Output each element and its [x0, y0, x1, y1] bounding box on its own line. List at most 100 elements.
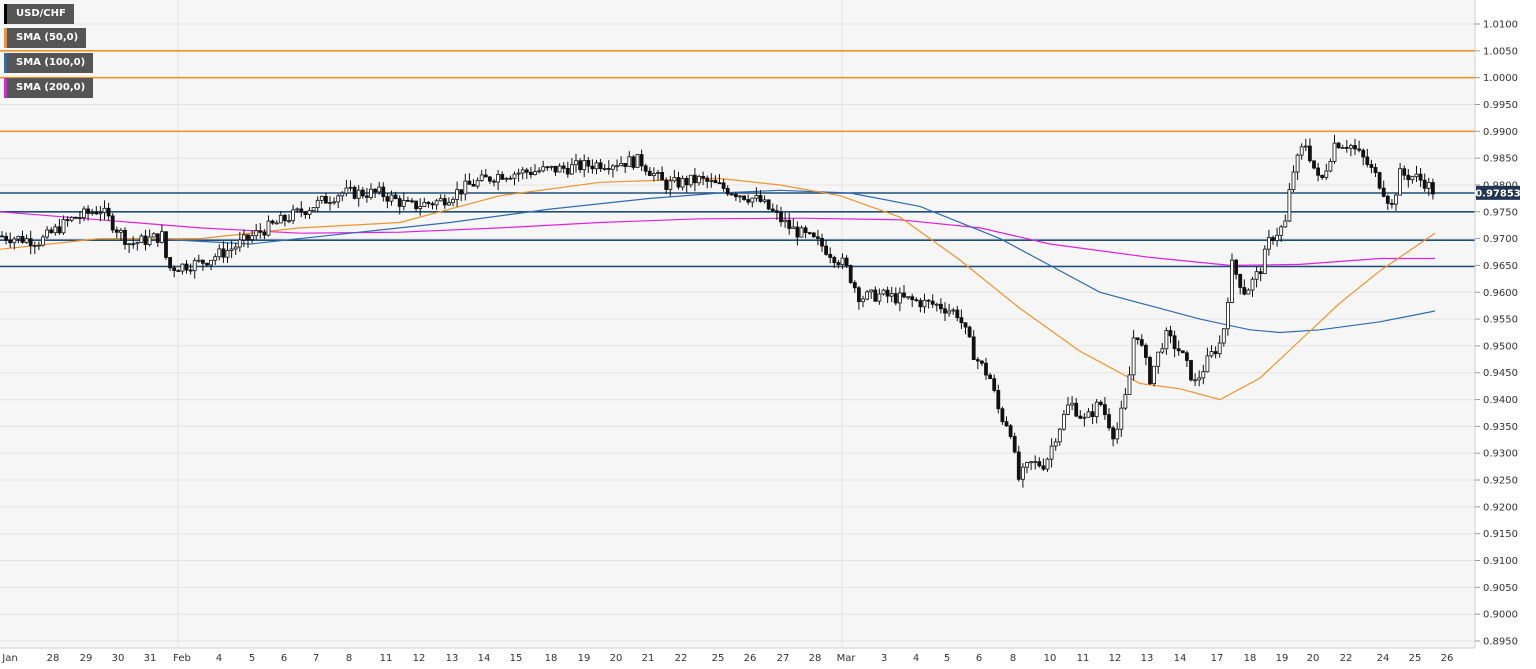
candle-up [1045, 458, 1050, 470]
legend-item-price[interactable]: USD/CHF [4, 4, 74, 24]
candle-up [627, 156, 632, 167]
x-tick-label: 8 [346, 653, 352, 664]
legend-item-sma50[interactable]: SMA (50,0) [4, 28, 87, 48]
candle-up [1275, 234, 1279, 241]
candle-down [729, 193, 734, 196]
candle-down [1189, 360, 1193, 381]
candle-up [947, 310, 951, 314]
candle-down [598, 162, 603, 170]
candle-up [434, 200, 439, 206]
candle-down [459, 189, 464, 195]
candle-up [922, 299, 927, 308]
candle-up [889, 293, 894, 297]
candle-up [340, 192, 345, 197]
candle-up [1217, 342, 1222, 355]
candle-up [906, 296, 910, 299]
candle-down [246, 234, 250, 240]
candle-down [1176, 348, 1181, 352]
candle-down [873, 289, 878, 302]
y-tick-label: 1.0000 [1483, 73, 1518, 84]
candle-up [1119, 407, 1124, 430]
y-tick-label: 0.9350 [1483, 422, 1518, 433]
candle-up [291, 209, 296, 222]
y-tick-label: 0.9000 [1483, 610, 1518, 621]
candle-up [1021, 466, 1025, 480]
x-tick-label: 11 [380, 653, 393, 664]
candle-down [586, 159, 591, 167]
candle-down [131, 243, 136, 246]
candle-down [1271, 237, 1275, 241]
candle-down [816, 236, 820, 239]
candle-down [787, 219, 792, 229]
candle-up [934, 303, 939, 306]
candle-up [254, 230, 259, 237]
candle-down [360, 189, 365, 197]
candle-up [750, 197, 755, 203]
candle-up [1123, 394, 1128, 409]
candle-up [24, 238, 29, 243]
y-tick-label: 0.9050 [1483, 583, 1518, 594]
legend-item-sma100[interactable]: SMA (100,0) [4, 53, 94, 73]
x-tick-label: 20 [610, 653, 623, 664]
candle-down [984, 362, 988, 376]
candle-down [1074, 402, 1079, 417]
candle-down [1234, 259, 1238, 275]
x-tick-label: 11 [1077, 653, 1090, 664]
candle-down [524, 169, 529, 173]
y-tick-label: 0.9750 [1483, 207, 1518, 218]
x-tick-label: 14 [478, 653, 491, 664]
candle-up [475, 180, 480, 187]
candle-down [393, 194, 398, 199]
x-tick-label: 10 [1044, 653, 1057, 664]
legend-item-sma200[interactable]: SMA (200,0) [4, 78, 94, 98]
candle-down [967, 326, 972, 338]
sma50-line [0, 177, 1436, 401]
candle-down [467, 180, 472, 185]
candle-up [1127, 374, 1132, 395]
candle-down [508, 177, 513, 180]
candle-down [1180, 350, 1185, 354]
candle-down [725, 188, 730, 195]
candle-up [1324, 170, 1329, 178]
candle-down [188, 269, 193, 272]
candle-up [250, 235, 255, 240]
candle-up [602, 168, 607, 170]
candle-up [840, 257, 845, 266]
candle-down [492, 180, 496, 183]
candle-down [176, 270, 181, 272]
candle-up [196, 259, 201, 262]
candle-up [881, 289, 886, 295]
candle-down [996, 390, 1001, 410]
grid [0, 0, 1475, 648]
y-tick-label: 0.9400 [1483, 395, 1518, 406]
candle-down [807, 232, 812, 234]
candle-down [184, 263, 189, 271]
x-tick-label: 22 [675, 653, 688, 664]
candle-down [1103, 404, 1107, 415]
x-tick-label: 22 [1340, 653, 1353, 664]
x-tick-label: 6 [281, 653, 287, 664]
candle-up [307, 210, 312, 215]
candle-down [373, 188, 378, 193]
candle-up [1221, 328, 1226, 344]
candle-down [442, 198, 447, 206]
candle-down [545, 166, 550, 169]
candle-up [1299, 146, 1304, 156]
x-tick-label: 27 [777, 653, 790, 664]
candle-up [1287, 189, 1292, 222]
candle-up [533, 171, 537, 176]
x-tick-label: 8 [1010, 653, 1016, 664]
candle-down [49, 229, 54, 234]
y-tick-label: 0.9700 [1483, 234, 1518, 245]
candle-down [1344, 147, 1349, 149]
candle-up [1193, 379, 1197, 382]
candle-down [803, 227, 808, 233]
candle-up [557, 165, 562, 173]
y-tick-label: 0.9850 [1483, 154, 1518, 165]
candle-down [701, 175, 705, 179]
candle-down [746, 199, 751, 203]
candle-down [943, 308, 947, 314]
candle-down [270, 220, 275, 224]
candle-up [1279, 226, 1284, 236]
candle-down [664, 179, 669, 190]
